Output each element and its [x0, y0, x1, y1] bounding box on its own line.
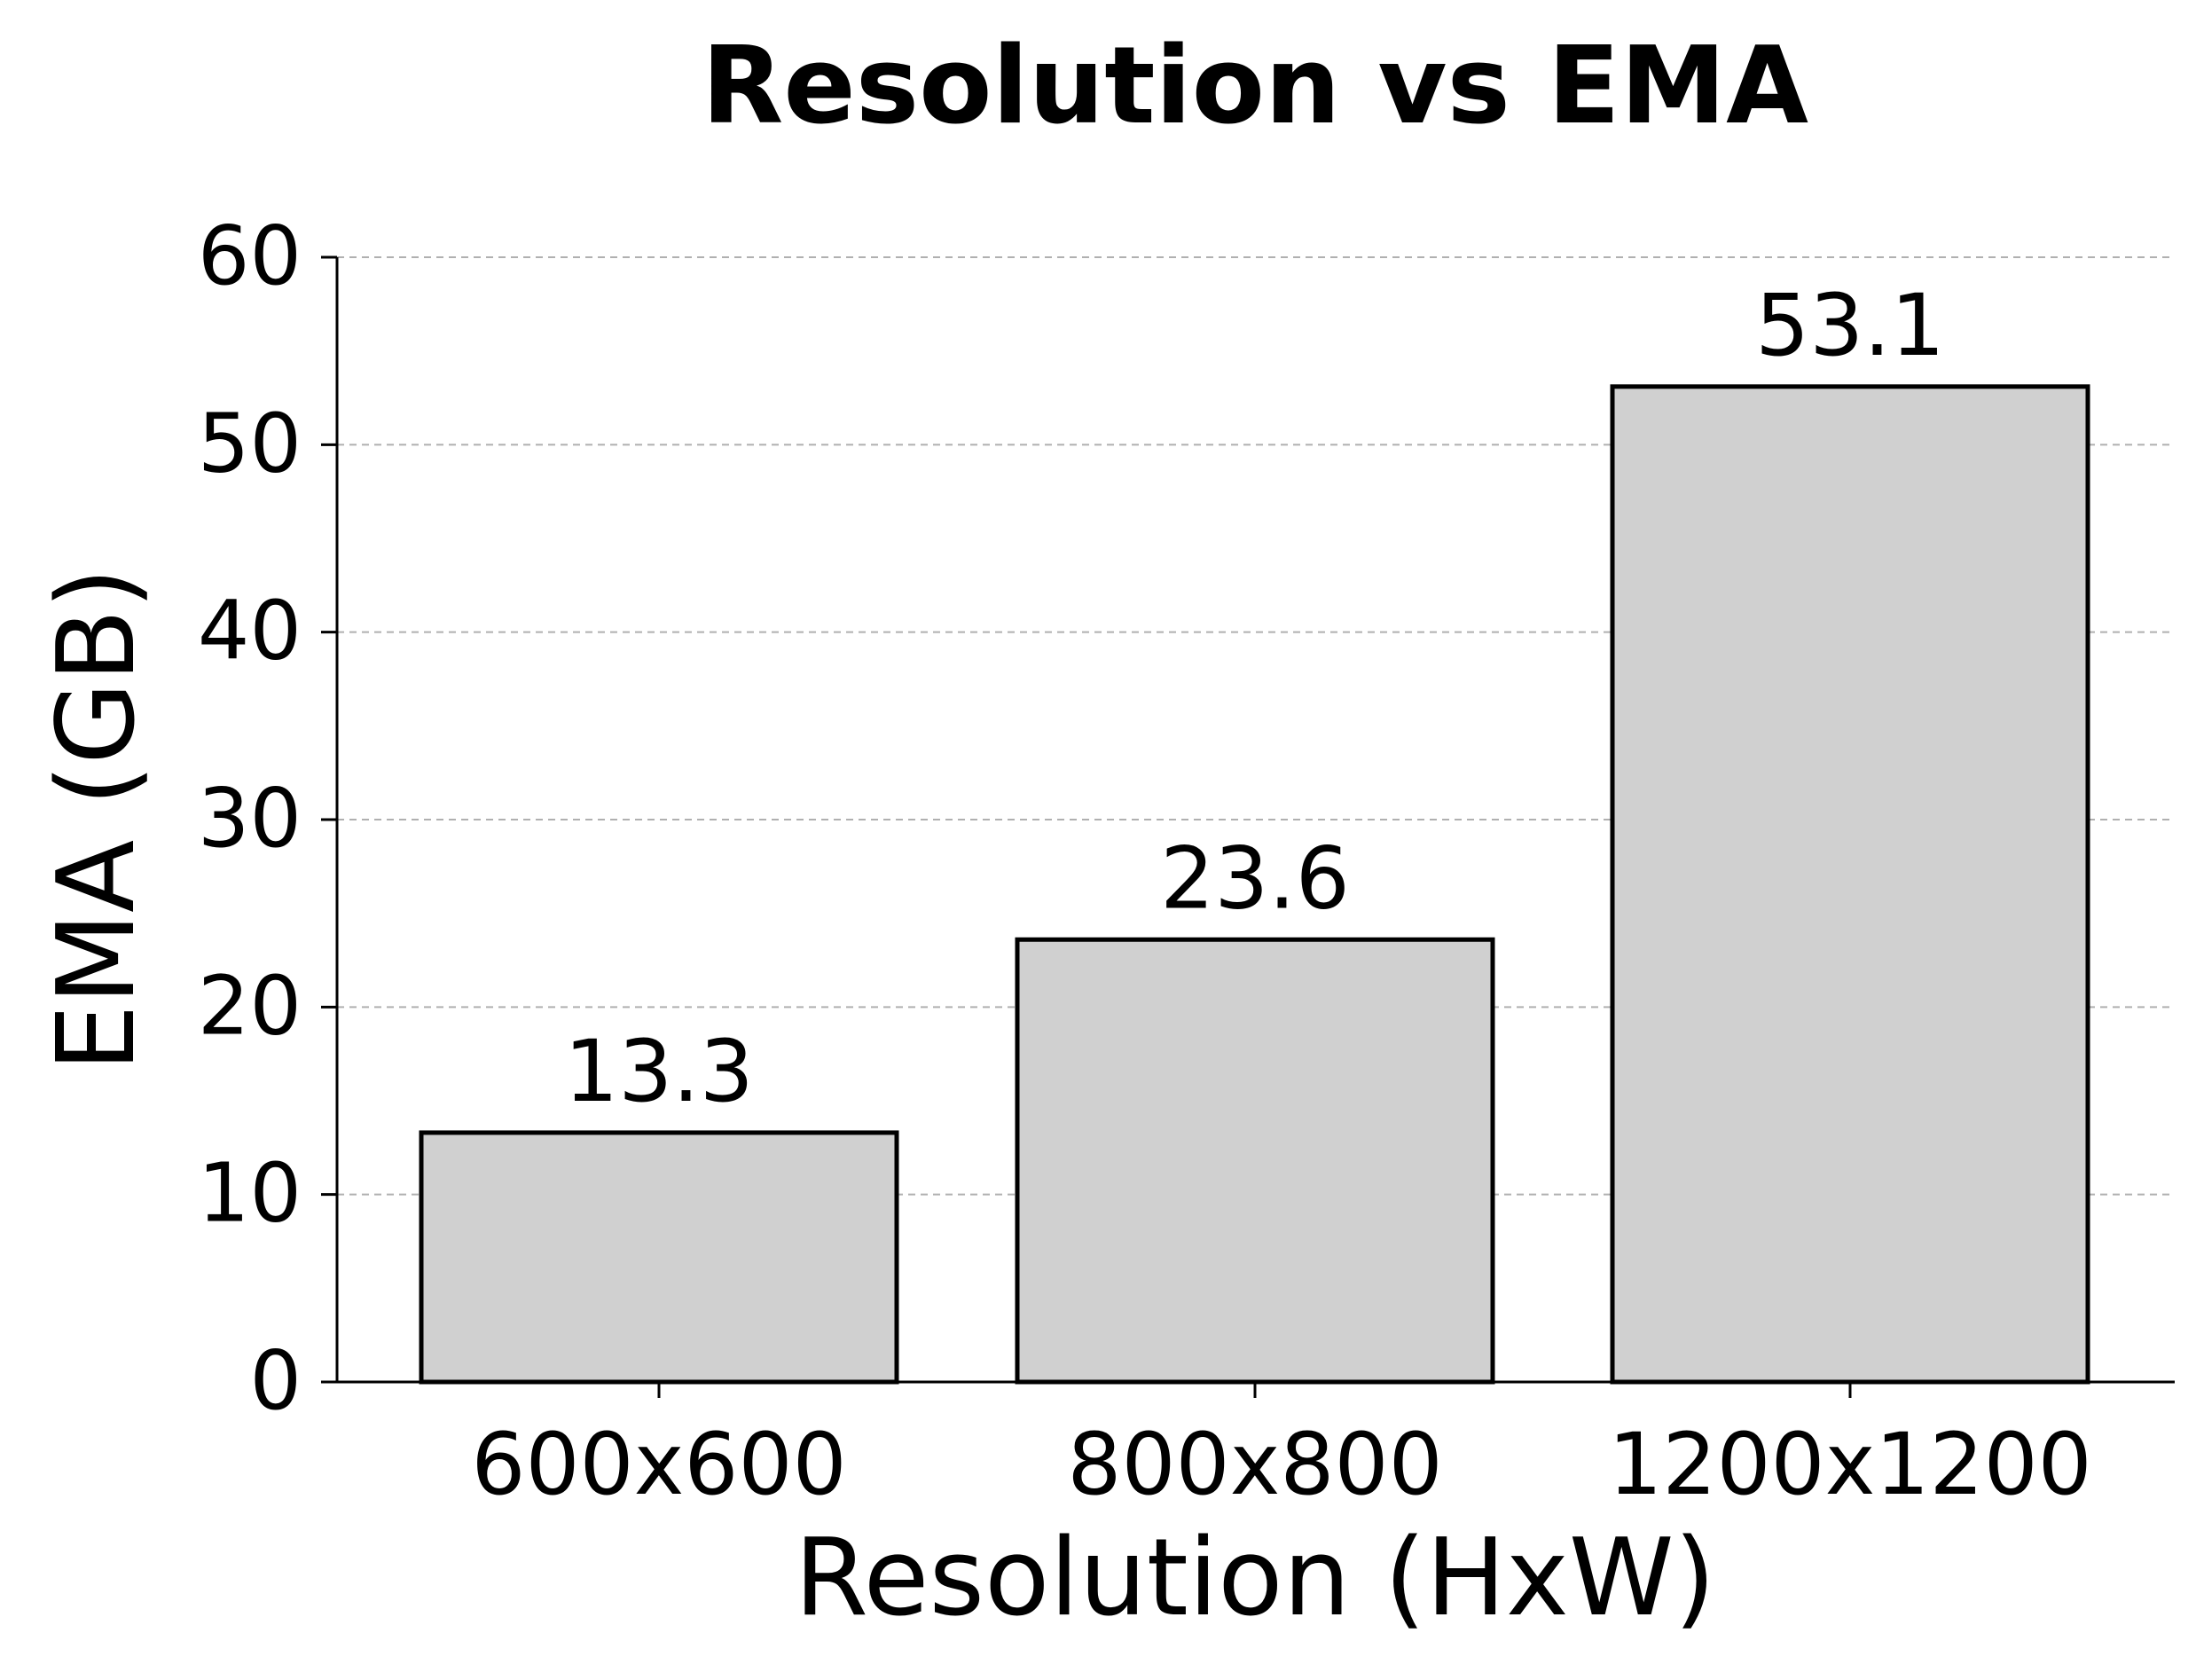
axes	[321, 255, 2175, 1398]
y-tick-label: 30	[198, 771, 302, 866]
x-tick-label: 1200x1200	[1608, 1415, 2091, 1514]
x-tick-label: 800x800	[1067, 1415, 1442, 1514]
bar-value-label: 23.6	[1160, 828, 1350, 928]
bar-value-label: 53.1	[1755, 276, 1945, 375]
bar	[419, 1130, 899, 1385]
y-tick-label: 60	[198, 208, 302, 303]
chart-title: Resolution vs EMA	[702, 25, 1808, 148]
y-tick-label: 0	[249, 1333, 302, 1428]
y-tick-label: 40	[198, 584, 302, 679]
bar-value-label: 13.3	[564, 1022, 754, 1121]
y-tick-label: 50	[198, 396, 302, 491]
tick-labels: 0 10 20 30 40 50 60 13.3 600x600 23.6 800x800 53.1 1…	[198, 208, 2092, 1514]
y-tick-label: 10	[198, 1146, 302, 1241]
x-axis-label: Resolution (HxW)	[795, 1517, 1716, 1640]
x-tick-label: 600x600	[471, 1415, 846, 1514]
y-tick-label: 20	[198, 958, 302, 1053]
bar	[1015, 937, 1495, 1385]
y-axis-label: EMA (GB)	[35, 568, 159, 1072]
bar	[1610, 384, 2090, 1385]
